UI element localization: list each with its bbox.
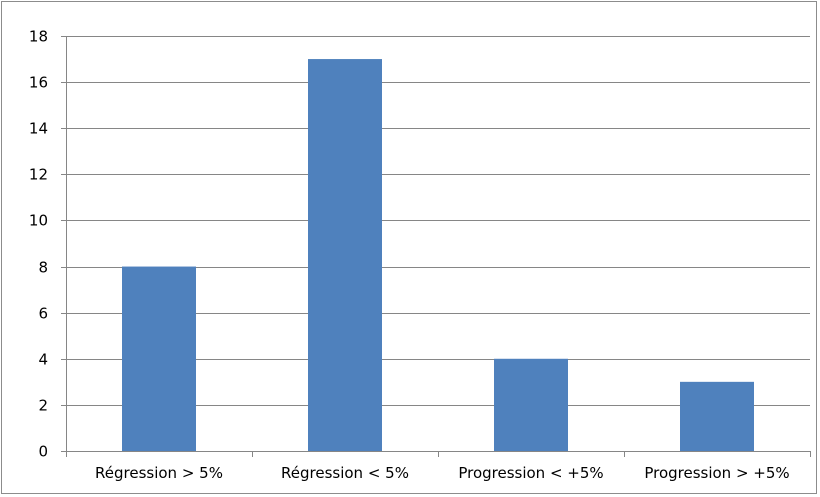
y-tick-label: 10 bbox=[29, 212, 48, 230]
y-tick-label: 4 bbox=[38, 351, 48, 369]
x-category-label: Régression < 5% bbox=[281, 464, 409, 482]
y-tick-label: 2 bbox=[38, 397, 48, 415]
y-tick-labels: 0 2 4 6 8 10 12 14 16 18 bbox=[29, 28, 48, 461]
x-category-labels: Régression > 5% Régression < 5% Progressio… bbox=[95, 464, 790, 482]
y-tick-label: 16 bbox=[29, 74, 48, 92]
x-category-label: Régression > 5% bbox=[95, 464, 223, 482]
y-tick-label: 14 bbox=[29, 120, 48, 138]
bar bbox=[122, 266, 196, 451]
bars bbox=[122, 59, 754, 452]
bar bbox=[308, 59, 382, 452]
bar bbox=[494, 358, 568, 451]
y-tick-label: 12 bbox=[29, 166, 48, 184]
x-category-label: Progression > +5% bbox=[644, 464, 789, 482]
y-tick-label: 0 bbox=[38, 443, 48, 461]
bar bbox=[680, 381, 754, 451]
axes bbox=[66, 36, 811, 457]
y-tick-label: 18 bbox=[29, 28, 48, 46]
y-tick-label: 6 bbox=[38, 305, 48, 323]
x-category-label: Progression < +5% bbox=[458, 464, 603, 482]
y-tick-label: 8 bbox=[38, 259, 48, 277]
